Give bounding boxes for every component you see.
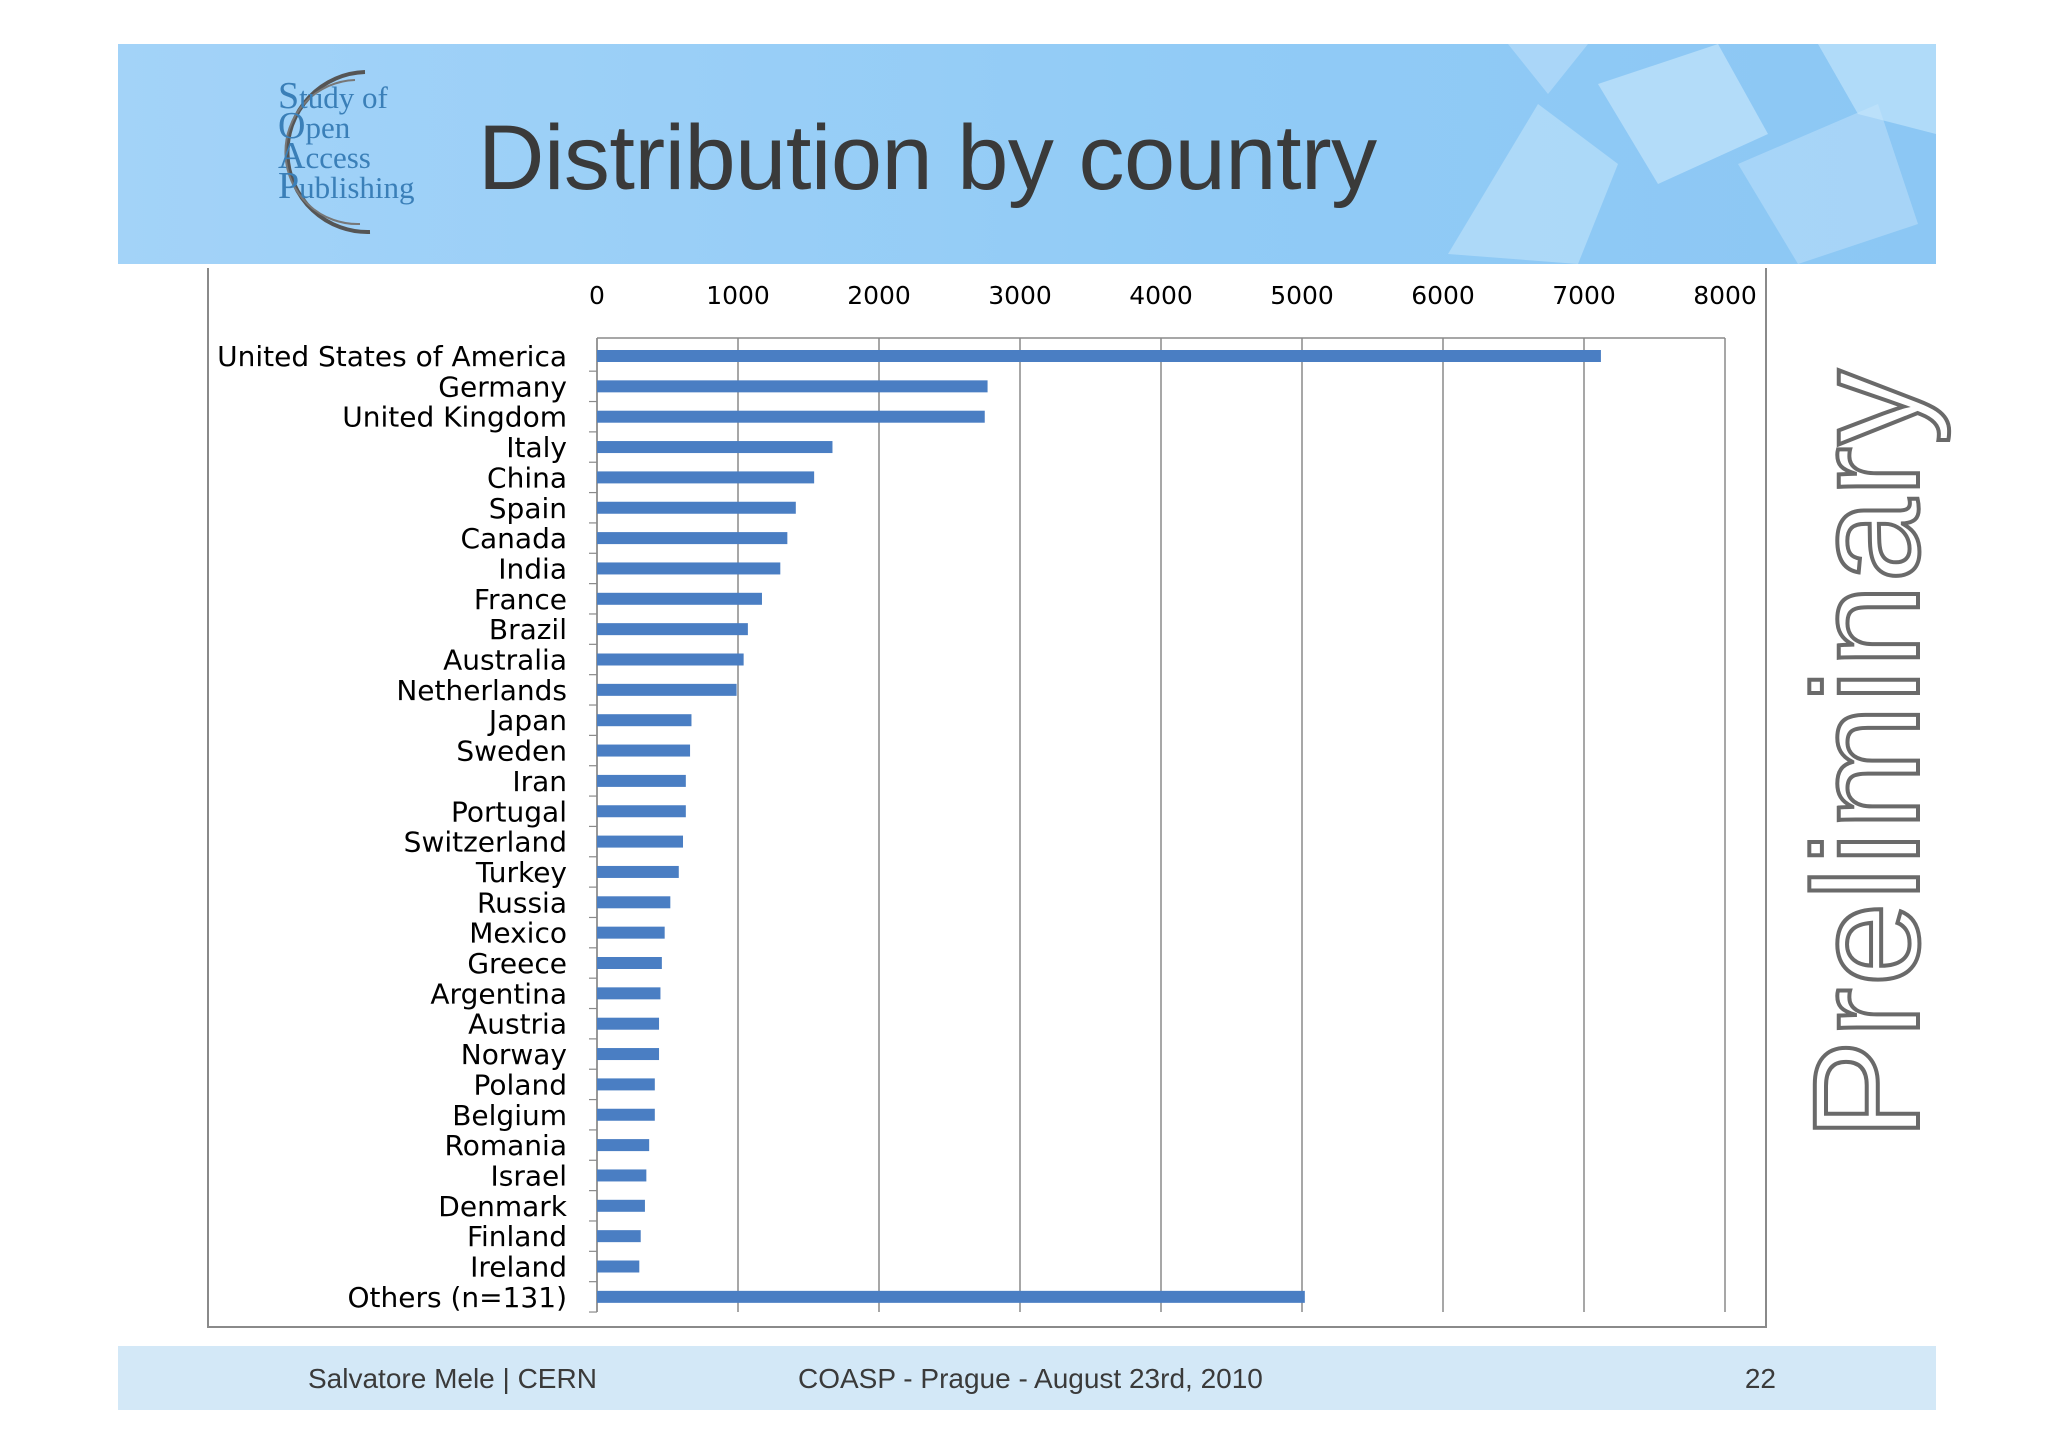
- bar: [597, 380, 988, 393]
- preliminary-watermark: Preliminary: [1780, 366, 1952, 1142]
- category-label: Finland: [467, 1220, 567, 1253]
- bar: [597, 835, 684, 848]
- category-label: Canada: [460, 522, 567, 555]
- bar: [597, 1048, 660, 1061]
- category-label: Portugal: [451, 795, 567, 828]
- x-tick-label: 0: [589, 281, 605, 310]
- category-label: Ireland: [470, 1251, 567, 1284]
- footer-author: Salvatore Mele | CERN: [308, 1363, 597, 1394]
- x-tick-label: 7000: [1552, 281, 1616, 310]
- slide-footer: Salvatore Mele | CERN COASP - Prague - A…: [118, 1346, 1936, 1410]
- x-tick-label: 8000: [1693, 281, 1757, 310]
- category-label: Romania: [445, 1129, 567, 1162]
- bar: [597, 896, 671, 909]
- category-label: China: [487, 461, 567, 494]
- bar: [597, 471, 815, 484]
- bar: [597, 957, 662, 969]
- footer-page-number: 22: [1744, 1363, 1776, 1394]
- bar: [597, 865, 679, 878]
- x-tick-label: 4000: [1129, 281, 1193, 310]
- category-label: Greece: [467, 947, 567, 980]
- category-label: Austria: [468, 1008, 567, 1041]
- category-label: Spain: [489, 492, 567, 525]
- category-label: United States of America: [217, 340, 567, 373]
- category-label: Brazil: [489, 613, 567, 646]
- category-label: Denmark: [438, 1190, 567, 1223]
- bar: [597, 623, 748, 636]
- bar: [597, 1260, 640, 1273]
- soap-logo-icon: [284, 70, 371, 235]
- bar: [597, 1169, 647, 1182]
- bar: [597, 987, 661, 1000]
- category-label: United Kingdom: [342, 401, 567, 434]
- chart-frame: [207, 268, 1767, 1328]
- slide-header: Study of Open Access Publishing Distribu…: [118, 44, 1936, 264]
- x-tick-label: 3000: [988, 281, 1052, 310]
- bar: [597, 653, 744, 666]
- bar: [597, 774, 686, 787]
- category-label: Poland: [474, 1068, 567, 1101]
- bar: [597, 1290, 1305, 1303]
- bar: [597, 744, 691, 757]
- bar: [597, 441, 833, 454]
- bar: [597, 1108, 655, 1121]
- bar: [597, 410, 985, 423]
- bar: [597, 532, 788, 545]
- bar: [597, 1017, 660, 1030]
- bar: [597, 1078, 655, 1091]
- x-tick-label: 5000: [1270, 281, 1334, 310]
- category-label: Italy: [506, 431, 567, 464]
- category-label: Turkey: [475, 856, 567, 889]
- category-label: Belgium: [452, 1099, 567, 1132]
- category-label: Germany: [438, 370, 567, 403]
- category-label: Japan: [487, 704, 567, 737]
- category-label: Netherlands: [396, 674, 567, 707]
- category-label: India: [498, 552, 567, 585]
- header-decoration-icon: [1448, 44, 1936, 264]
- bar: [597, 1199, 645, 1212]
- x-tick-label: 6000: [1411, 281, 1475, 310]
- category-label: Argentina: [430, 977, 567, 1010]
- bar: [597, 592, 762, 605]
- category-label: Norway: [461, 1038, 567, 1071]
- bar: [597, 350, 1601, 362]
- category-label: Switzerland: [404, 826, 567, 859]
- bar: [597, 714, 692, 727]
- category-label: Others (n=131): [348, 1281, 568, 1314]
- bar: [597, 501, 796, 514]
- bar: [597, 1139, 650, 1152]
- category-label: Iran: [512, 765, 567, 798]
- category-label: Israel: [490, 1159, 567, 1192]
- category-label: Australia: [443, 644, 567, 677]
- category-label: Russia: [477, 886, 567, 919]
- bar: [597, 805, 686, 818]
- logo-text: Study of Open Access Publishing: [278, 75, 415, 207]
- category-label: France: [474, 583, 567, 616]
- bar: [597, 926, 665, 939]
- bar: [597, 683, 737, 696]
- x-tick-label: 1000: [706, 281, 770, 310]
- category-label: Mexico: [469, 917, 567, 950]
- footer-event: COASP - Prague - August 23rd, 2010: [798, 1363, 1263, 1394]
- slide-title: Distribution by country: [478, 107, 1377, 209]
- category-label: Sweden: [456, 735, 567, 768]
- bar: [597, 1230, 641, 1243]
- x-tick-label: 2000: [847, 281, 911, 310]
- bar: [597, 562, 781, 575]
